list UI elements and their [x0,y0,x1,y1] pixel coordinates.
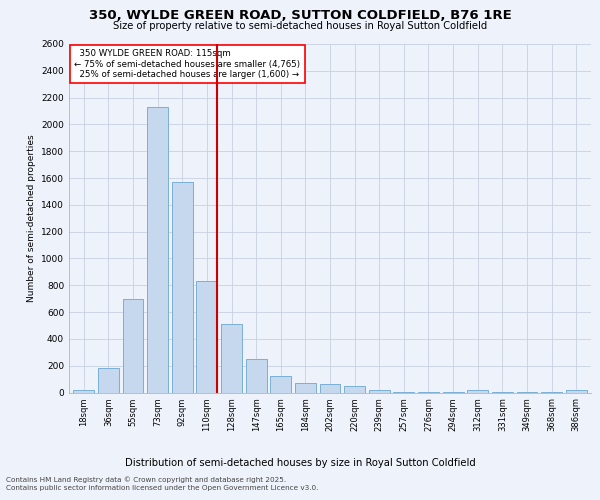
Text: Contains HM Land Registry data © Crown copyright and database right 2025.: Contains HM Land Registry data © Crown c… [6,476,286,482]
Bar [221,324,242,392]
Bar [147,107,168,393]
Text: Distribution of semi-detached houses by size in Royal Sutton Coldfield: Distribution of semi-detached houses by … [125,458,475,468]
Bar [122,298,143,392]
Bar [566,390,587,392]
Bar [245,359,266,392]
Bar [98,368,119,392]
Text: 350, WYLDE GREEN ROAD, SUTTON COLDFIELD, B76 1RE: 350, WYLDE GREEN ROAD, SUTTON COLDFIELD,… [89,9,511,22]
Bar [73,390,94,392]
Bar [295,383,316,392]
Bar [320,384,340,392]
Bar [196,281,217,392]
Y-axis label: Number of semi-detached properties: Number of semi-detached properties [26,134,35,302]
Bar [369,390,390,392]
Text: Size of property relative to semi-detached houses in Royal Sutton Coldfield: Size of property relative to semi-detach… [113,21,487,31]
Text: Contains public sector information licensed under the Open Government Licence v3: Contains public sector information licen… [6,485,319,491]
Bar [467,390,488,392]
Bar [172,182,193,392]
Text: 350 WYLDE GREEN ROAD: 115sqm
← 75% of semi-detached houses are smaller (4,765)
 : 350 WYLDE GREEN ROAD: 115sqm ← 75% of se… [74,49,300,79]
Bar [344,386,365,392]
Bar [270,376,291,392]
